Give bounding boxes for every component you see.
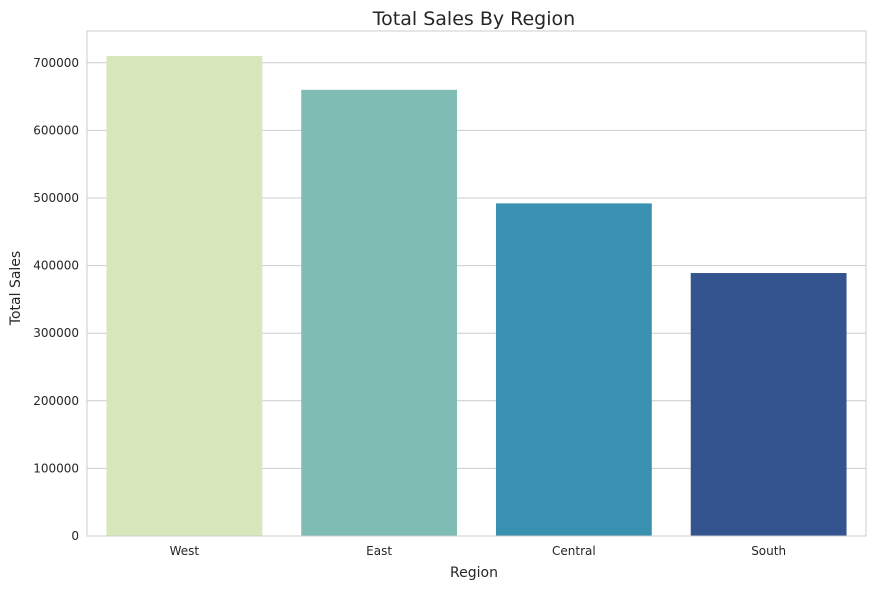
y-tick-label: 600000 <box>33 123 79 137</box>
bar-west <box>106 56 263 536</box>
bar-east <box>301 89 458 537</box>
y-tick-label: 0 <box>71 529 79 543</box>
y-tick-label: 500000 <box>33 191 79 205</box>
x-tick-label: Central <box>552 544 596 558</box>
y-tick-label: 100000 <box>33 461 79 475</box>
plot-frame <box>86 30 867 537</box>
chart-title: Total Sales By Region <box>372 8 575 30</box>
x-tick-label: South <box>751 544 786 558</box>
y-tick-label: 700000 <box>33 56 79 70</box>
bar-south <box>690 273 847 536</box>
bars-group <box>106 56 847 537</box>
y-tick-label: 200000 <box>33 394 79 408</box>
y-tick-label: 400000 <box>33 259 79 273</box>
x-tick-label: West <box>170 544 200 558</box>
x-tick-label: East <box>366 544 392 558</box>
bar-central <box>495 203 652 536</box>
y-tick-labels: 0 100000 200000 300000 400000 500000 600000 700… <box>33 56 79 543</box>
y-axis-label: Total Sales <box>8 251 24 326</box>
x-axis-label: Region <box>450 565 498 581</box>
y-tick-label: 300000 <box>33 326 79 340</box>
x-tick-labels: West East Central South <box>170 544 786 558</box>
